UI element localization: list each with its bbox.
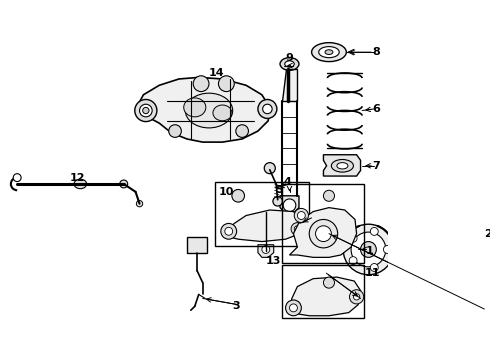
Circle shape [283, 199, 296, 212]
Text: 13: 13 [266, 256, 281, 266]
Circle shape [263, 104, 272, 114]
Ellipse shape [74, 179, 87, 189]
Text: 1: 1 [366, 246, 373, 256]
Polygon shape [290, 208, 357, 257]
Circle shape [258, 99, 277, 118]
Circle shape [290, 304, 297, 312]
Text: 14: 14 [208, 68, 224, 78]
Circle shape [294, 226, 300, 232]
Text: 9: 9 [286, 53, 294, 63]
Circle shape [343, 224, 393, 275]
Text: 4: 4 [284, 177, 292, 187]
Polygon shape [136, 77, 270, 142]
Circle shape [349, 290, 364, 304]
Text: 3: 3 [233, 301, 241, 311]
Circle shape [273, 197, 282, 206]
Ellipse shape [184, 98, 206, 117]
Bar [215, 183, 309, 246]
Text: 7: 7 [372, 161, 380, 171]
Ellipse shape [312, 42, 346, 62]
Circle shape [291, 222, 304, 235]
Circle shape [140, 104, 152, 117]
Circle shape [361, 242, 376, 257]
Circle shape [236, 125, 248, 138]
Text: 10: 10 [219, 187, 234, 197]
Circle shape [353, 294, 360, 300]
Polygon shape [323, 155, 361, 176]
Circle shape [169, 125, 181, 138]
Circle shape [370, 264, 378, 271]
Bar [282, 184, 365, 263]
Text: 12: 12 [70, 174, 85, 184]
Text: 2: 2 [485, 229, 490, 239]
Circle shape [120, 180, 128, 188]
Polygon shape [280, 196, 299, 213]
Circle shape [297, 212, 305, 220]
Polygon shape [290, 277, 361, 316]
Circle shape [349, 257, 357, 265]
Text: 6: 6 [372, 104, 380, 114]
Polygon shape [282, 69, 297, 101]
Circle shape [136, 201, 143, 207]
Circle shape [286, 300, 301, 316]
Circle shape [264, 163, 275, 174]
Circle shape [316, 226, 331, 242]
Circle shape [13, 174, 21, 181]
Text: 11: 11 [365, 268, 380, 278]
Circle shape [135, 99, 157, 122]
Circle shape [143, 107, 149, 114]
Circle shape [323, 277, 335, 288]
Circle shape [349, 234, 357, 242]
Circle shape [262, 246, 270, 253]
Circle shape [221, 224, 237, 239]
Ellipse shape [325, 50, 333, 54]
Polygon shape [258, 245, 274, 257]
Ellipse shape [318, 46, 339, 58]
Circle shape [384, 246, 392, 253]
Circle shape [225, 228, 233, 235]
Ellipse shape [185, 93, 233, 128]
Circle shape [351, 232, 386, 267]
Circle shape [232, 189, 245, 202]
Ellipse shape [285, 61, 294, 67]
Text: 8: 8 [372, 47, 380, 57]
Bar [187, 237, 207, 253]
Circle shape [219, 76, 234, 91]
Circle shape [323, 190, 335, 201]
Circle shape [370, 228, 378, 235]
Ellipse shape [213, 105, 232, 121]
Ellipse shape [280, 58, 299, 70]
Ellipse shape [331, 159, 353, 172]
Text: 5: 5 [275, 185, 283, 195]
Ellipse shape [337, 163, 348, 169]
Polygon shape [222, 210, 303, 242]
Circle shape [193, 76, 209, 91]
Bar [282, 265, 365, 318]
Circle shape [309, 220, 338, 248]
Circle shape [294, 208, 308, 222]
